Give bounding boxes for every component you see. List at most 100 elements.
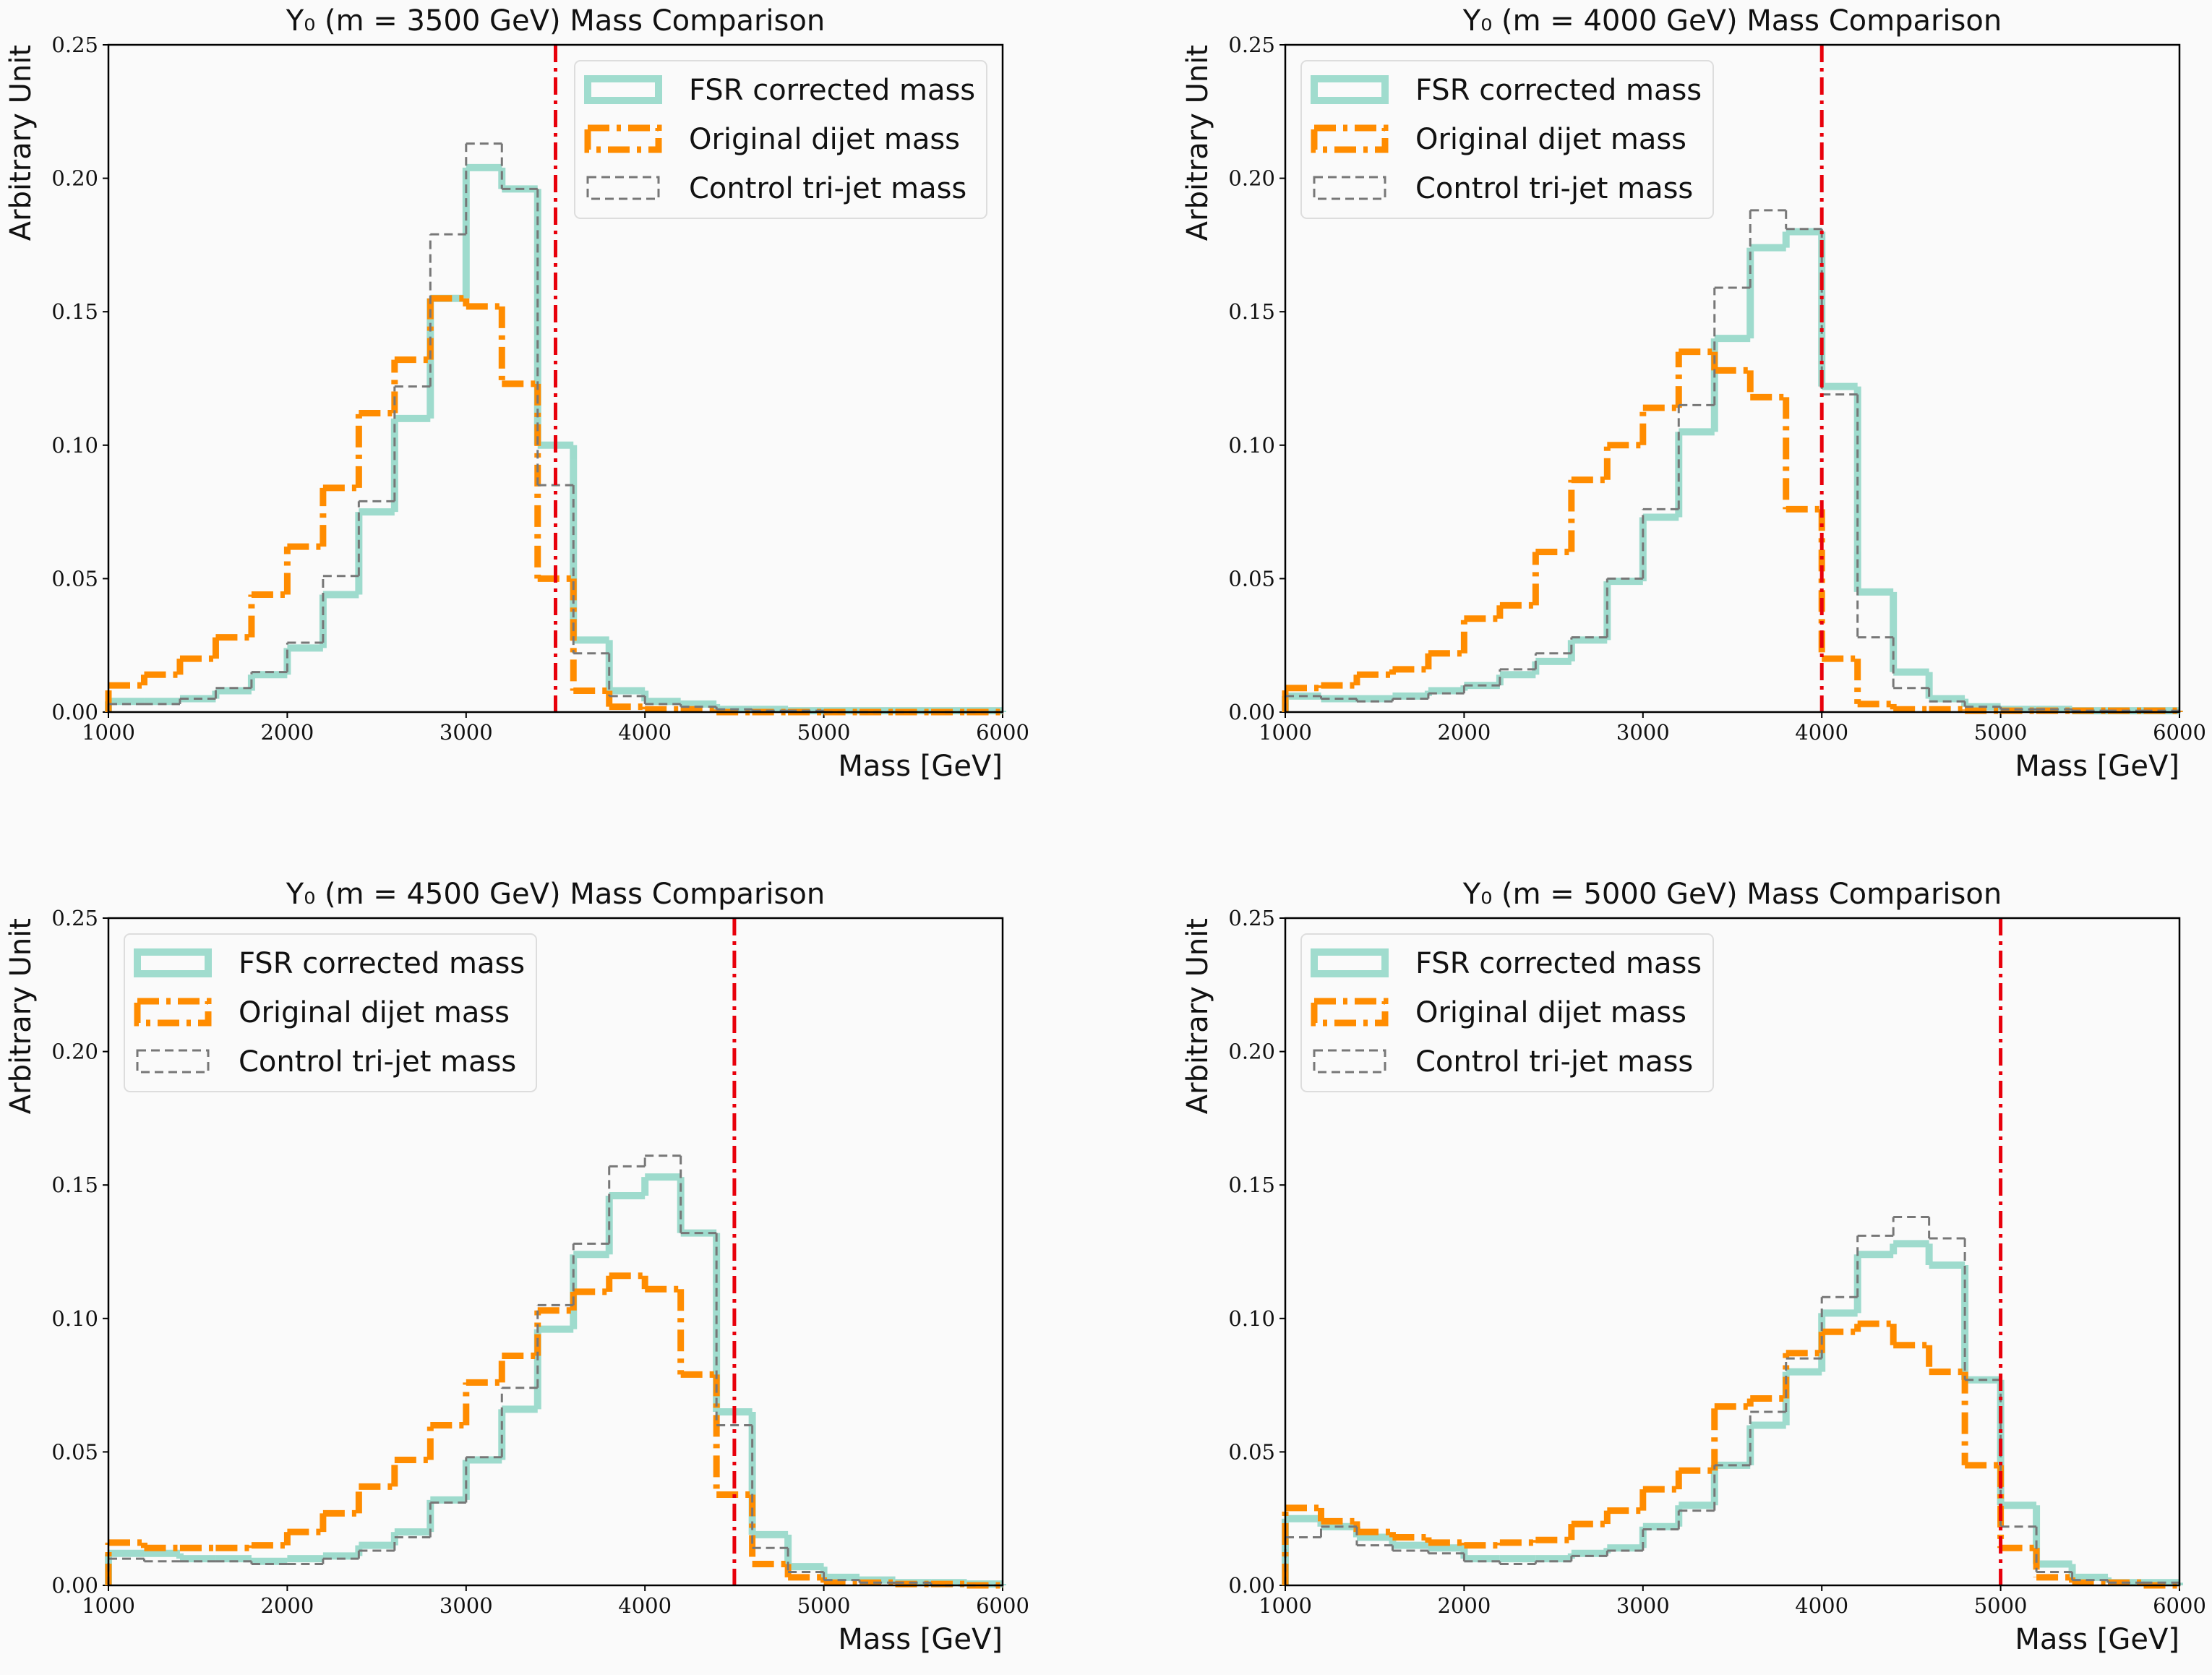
x-tick-label: 4000 [618, 1593, 672, 1618]
y-tick-label: 0.15 [51, 1173, 98, 1197]
x-axis-label: Mass [GeV] [2015, 1623, 2179, 1656]
legend-handle [1311, 998, 1389, 1027]
chart-title: Y₀ (m = 4500 GeV) Mass Comparison [286, 878, 825, 911]
panel: 1000 2000 3000 4000 5000 6000 0.00 0.05 0.10 0.15… [4, 4, 1029, 783]
x-tick-label: 4000 [1795, 720, 1848, 745]
y-axis-label: Arbitrary Unit [4, 918, 38, 1114]
chart-title: Y₀ (m = 3500 GeV) Mass Comparison [286, 4, 825, 38]
x-tick-label: 4000 [618, 720, 672, 745]
legend-box [124, 933, 537, 1092]
y-tick-label: 0.05 [1228, 1439, 1275, 1464]
axes-frame [107, 917, 1004, 1587]
y-tick-label: 0.05 [1228, 566, 1275, 591]
x-tick-label: 2000 [1437, 720, 1491, 745]
x-axis-label: Mass [GeV] [2015, 750, 2179, 783]
x-tick-label: 2000 [1437, 1593, 1491, 1618]
legend-label: Control tri-jet mass [689, 172, 966, 205]
legend-handle [1311, 75, 1389, 104]
y-tick-label: 0.20 [1228, 166, 1275, 191]
x-tick-label: 6000 [976, 720, 1029, 745]
legend-label: Original dijet mass [689, 123, 960, 156]
legend: FSR corrected mass Original dijet mass Con… [1300, 933, 1714, 1092]
x-tick-label: 2000 [260, 720, 314, 745]
legend: FSR corrected mass Original dijet mass Con… [574, 60, 987, 219]
panel: 1000 2000 3000 4000 5000 6000 0.00 0.05 0.10 0.15… [1181, 878, 2206, 1656]
legend-label: FSR corrected mass [689, 74, 975, 107]
chart-title: Y₀ (m = 4000 GeV) Mass Comparison [1462, 4, 2002, 38]
legend-handle [134, 998, 212, 1027]
x-tick-label: 5000 [797, 720, 851, 745]
legend-label: FSR corrected mass [1415, 74, 1702, 107]
y-tick-label: 0.10 [51, 433, 98, 458]
y-tick-label: 0.15 [1228, 1173, 1275, 1197]
y-tick-label: 0.25 [1228, 906, 1275, 930]
y-tick-label: 0.25 [51, 906, 98, 930]
legend-box [1300, 60, 1714, 219]
legend-label: FSR corrected mass [239, 947, 525, 980]
axes-frame [1284, 43, 2181, 714]
y-tick-label: 0.00 [51, 700, 98, 724]
legend-handle [1311, 948, 1389, 977]
y-tick-label: 0.15 [51, 299, 98, 324]
x-tick-label: 5000 [1974, 1593, 2028, 1618]
x-tick-label: 3000 [1616, 720, 1670, 745]
legend-label: Control tri-jet mass [1415, 172, 1693, 205]
x-tick-label: 5000 [1974, 720, 2028, 745]
legend-handle [1313, 176, 1386, 200]
legend-label: Original dijet mass [239, 996, 510, 1029]
chart-title: Y₀ (m = 5000 GeV) Mass Comparison [1462, 878, 2002, 911]
y-tick-label: 0.05 [51, 1439, 98, 1464]
y-tick-label: 0.00 [1228, 1573, 1275, 1598]
legend-box [574, 60, 987, 219]
y-tick-label: 0.25 [51, 33, 98, 57]
y-axis-label: Arbitrary Unit [1181, 45, 1214, 241]
y-tick-label: 0.20 [51, 1040, 98, 1064]
x-tick-label: 4000 [1795, 1593, 1848, 1618]
axes-frame [1284, 917, 2181, 1587]
x-tick-label: 3000 [440, 720, 493, 745]
x-tick-label: 1000 [82, 720, 135, 745]
x-tick-label: 6000 [976, 1593, 1029, 1618]
y-axis-label: Arbitrary Unit [4, 45, 38, 241]
legend-label: Original dijet mass [1415, 123, 1686, 156]
axes-frame [107, 43, 1004, 714]
x-tick-label: 6000 [2153, 720, 2206, 745]
y-tick-label: 0.15 [1228, 299, 1275, 324]
legend-handle [134, 948, 212, 977]
x-axis-label: Mass [GeV] [838, 750, 1003, 783]
x-axis-label: Mass [GeV] [838, 1623, 1003, 1656]
x-tick-label: 2000 [260, 1593, 314, 1618]
panel: 1000 2000 3000 4000 5000 6000 0.00 0.05 0.10 0.15… [1181, 4, 2206, 783]
legend-label: Original dijet mass [1415, 996, 1686, 1029]
legend-handle [584, 124, 662, 153]
legend-label: FSR corrected mass [1415, 947, 1702, 980]
legend-handle [584, 75, 662, 104]
x-tick-label: 6000 [2153, 1593, 2206, 1618]
legend: FSR corrected mass Original dijet mass Con… [1300, 60, 1714, 219]
y-tick-label: 0.20 [1228, 1040, 1275, 1064]
y-tick-label: 0.10 [51, 1306, 98, 1331]
x-tick-label: 5000 [797, 1593, 851, 1618]
x-tick-label: 1000 [1259, 1593, 1312, 1618]
legend-box [1300, 933, 1714, 1092]
y-axis-label: Arbitrary Unit [1181, 918, 1214, 1114]
legend-handle [136, 1049, 210, 1074]
y-tick-label: 0.10 [1228, 1306, 1275, 1331]
x-tick-label: 1000 [1259, 720, 1312, 745]
legend-label: Control tri-jet mass [1415, 1045, 1693, 1079]
legend-handle [1313, 1049, 1386, 1074]
x-tick-label: 3000 [1616, 1593, 1670, 1618]
x-tick-label: 3000 [440, 1593, 493, 1618]
y-tick-label: 0.20 [51, 166, 98, 191]
y-tick-label: 0.00 [51, 1573, 98, 1598]
y-tick-label: 0.05 [51, 566, 98, 591]
x-tick-label: 1000 [82, 1593, 135, 1618]
legend-handle [586, 176, 660, 200]
panel: 1000 2000 3000 4000 5000 6000 0.00 0.05 0.10 0.15… [4, 878, 1029, 1656]
y-tick-label: 0.10 [1228, 433, 1275, 458]
legend: FSR corrected mass Original dijet mass Con… [124, 933, 537, 1092]
y-tick-label: 0.00 [1228, 700, 1275, 724]
legend-handle [1311, 124, 1389, 153]
